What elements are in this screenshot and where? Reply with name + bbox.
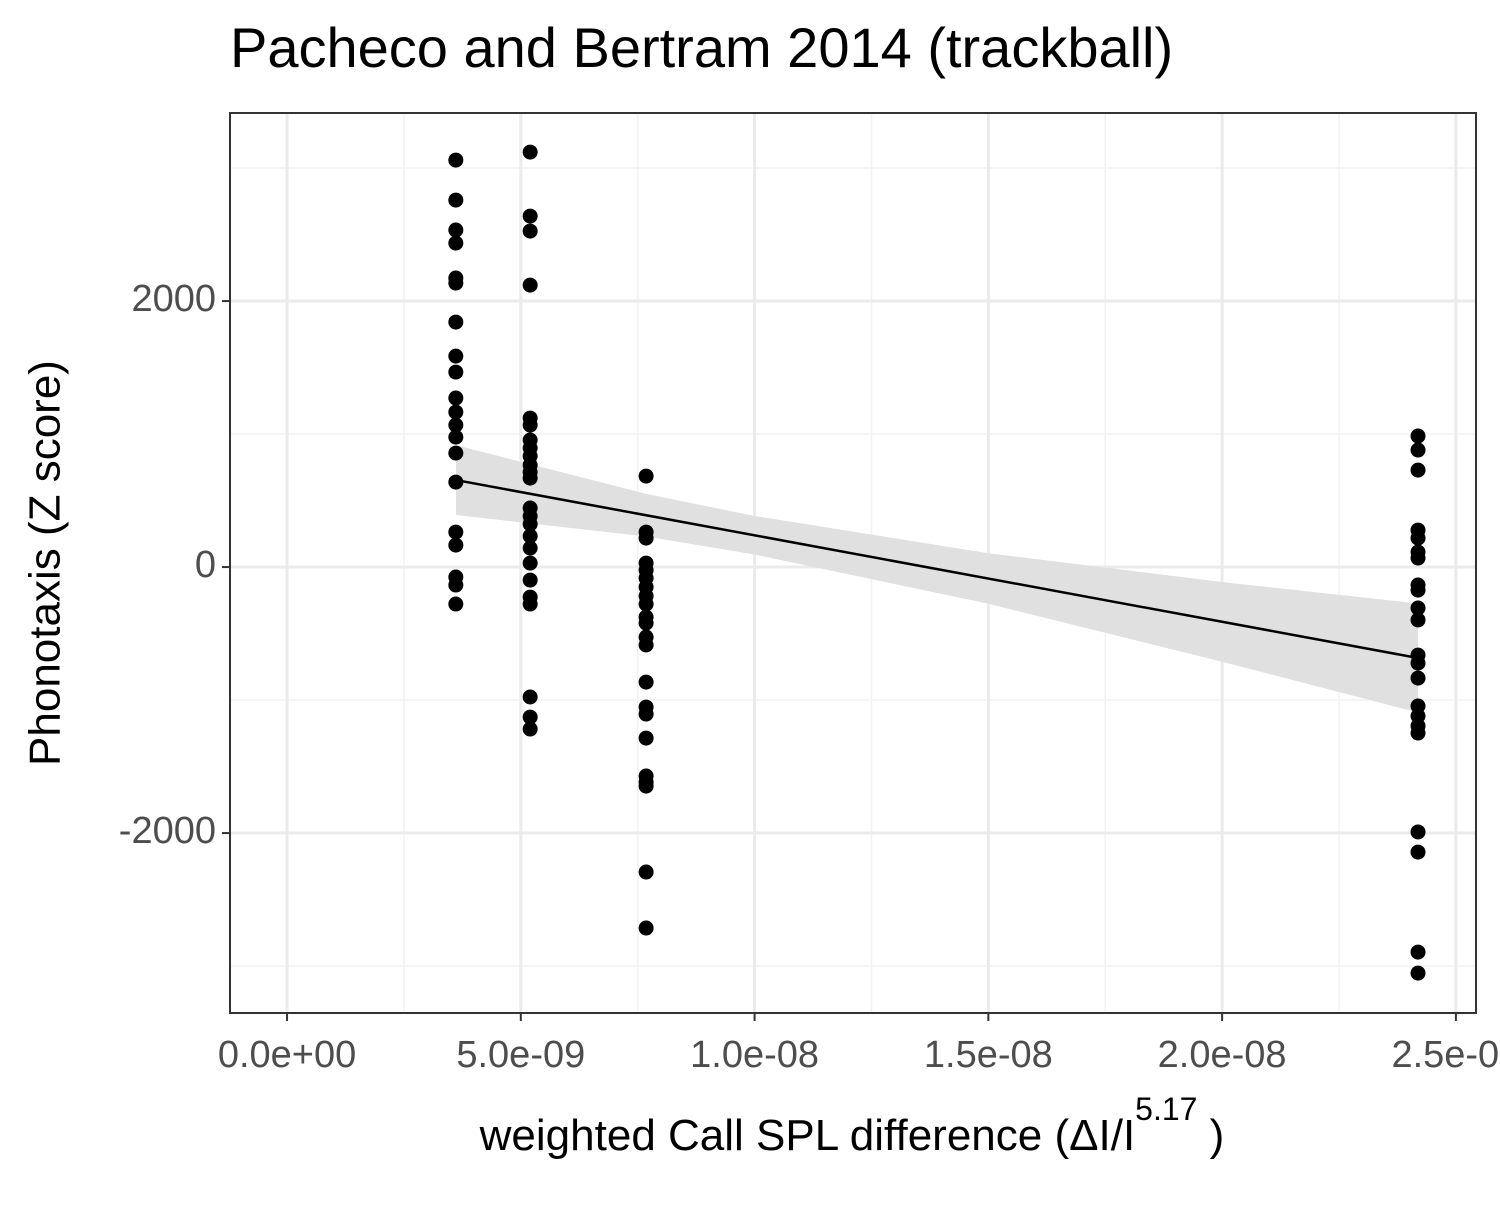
- x-axis-title-text: weighted Call SPL difference (ΔI/I: [479, 1111, 1136, 1160]
- point: [1410, 965, 1426, 981]
- point: [1410, 725, 1426, 741]
- point: [638, 637, 654, 653]
- point: [1410, 944, 1426, 960]
- point: [522, 417, 538, 433]
- x-tick-label: 0.0e+00: [218, 1034, 356, 1076]
- point: [638, 778, 654, 794]
- point: [1410, 550, 1426, 566]
- point: [522, 277, 538, 293]
- point: [448, 222, 464, 238]
- point: [1410, 530, 1426, 546]
- axes: -2000 0 2000 0.0e+00 5.0e-09 1.0e-08 1.5e-08 2.…: [119, 278, 1500, 1076]
- point: [448, 192, 464, 208]
- point: [448, 445, 464, 461]
- point: [1410, 670, 1426, 686]
- x-axis-title-suffix: ): [1197, 1111, 1224, 1160]
- point: [522, 528, 538, 544]
- x-tick-label: 5.0e-09: [456, 1034, 585, 1076]
- point: [522, 540, 538, 556]
- point: [448, 474, 464, 490]
- x-axis-title: weighted Call SPL difference (ΔI/I5.17 ): [479, 1091, 1225, 1159]
- point: [448, 390, 464, 406]
- chart-title: Pacheco and Bertram 2014 (trackball): [230, 16, 1173, 79]
- point: [448, 596, 464, 612]
- x-tick-label: 1.5e-08: [924, 1034, 1053, 1076]
- point: [522, 470, 538, 486]
- x-tick-label: 2.0e-08: [1158, 1034, 1287, 1076]
- point: [1410, 442, 1426, 458]
- point: [1410, 824, 1426, 840]
- point: [448, 152, 464, 168]
- point: [1410, 655, 1426, 671]
- point: [448, 364, 464, 380]
- panel-border: [229, 112, 1477, 1014]
- point: [638, 468, 654, 484]
- point: [522, 689, 538, 705]
- point: [522, 223, 538, 239]
- point: [638, 674, 654, 690]
- point: [1410, 612, 1426, 628]
- y-tick-label: 2000: [131, 278, 216, 320]
- point: [448, 235, 464, 251]
- point: [638, 615, 654, 631]
- plot-area: [448, 144, 1426, 981]
- point: [448, 537, 464, 553]
- point: [448, 314, 464, 330]
- y-axis-title: Phonotaxis (Z score): [21, 360, 70, 766]
- point: [522, 572, 538, 588]
- point: [522, 596, 538, 612]
- point: [1410, 428, 1426, 444]
- point: [522, 709, 538, 725]
- x-axis-title-superscript: 5.17: [1135, 1091, 1197, 1127]
- x-tick-label: 1.0e-08: [690, 1034, 819, 1076]
- point: [448, 524, 464, 540]
- y-tick-label: -2000: [119, 810, 216, 852]
- point: [448, 275, 464, 291]
- point: [448, 348, 464, 364]
- x-tick-label: 2.5e-08: [1391, 1034, 1500, 1076]
- point: [448, 577, 464, 593]
- point: [1410, 462, 1426, 478]
- point: [638, 730, 654, 746]
- point: [522, 721, 538, 737]
- point: [522, 144, 538, 160]
- point: [1410, 844, 1426, 860]
- point: [448, 417, 464, 433]
- point: [638, 920, 654, 936]
- point: [638, 596, 654, 612]
- point: [1410, 582, 1426, 598]
- point: [638, 530, 654, 546]
- fit-line: [455, 478, 1419, 660]
- point: [448, 429, 464, 445]
- point: [522, 516, 538, 532]
- y-tick-label: 0: [195, 544, 216, 586]
- point: [522, 208, 538, 224]
- confidence-band: [456, 445, 1419, 713]
- point: [522, 555, 538, 571]
- point: [1410, 600, 1426, 616]
- point: [638, 864, 654, 880]
- point: [448, 404, 464, 420]
- point: [638, 706, 654, 722]
